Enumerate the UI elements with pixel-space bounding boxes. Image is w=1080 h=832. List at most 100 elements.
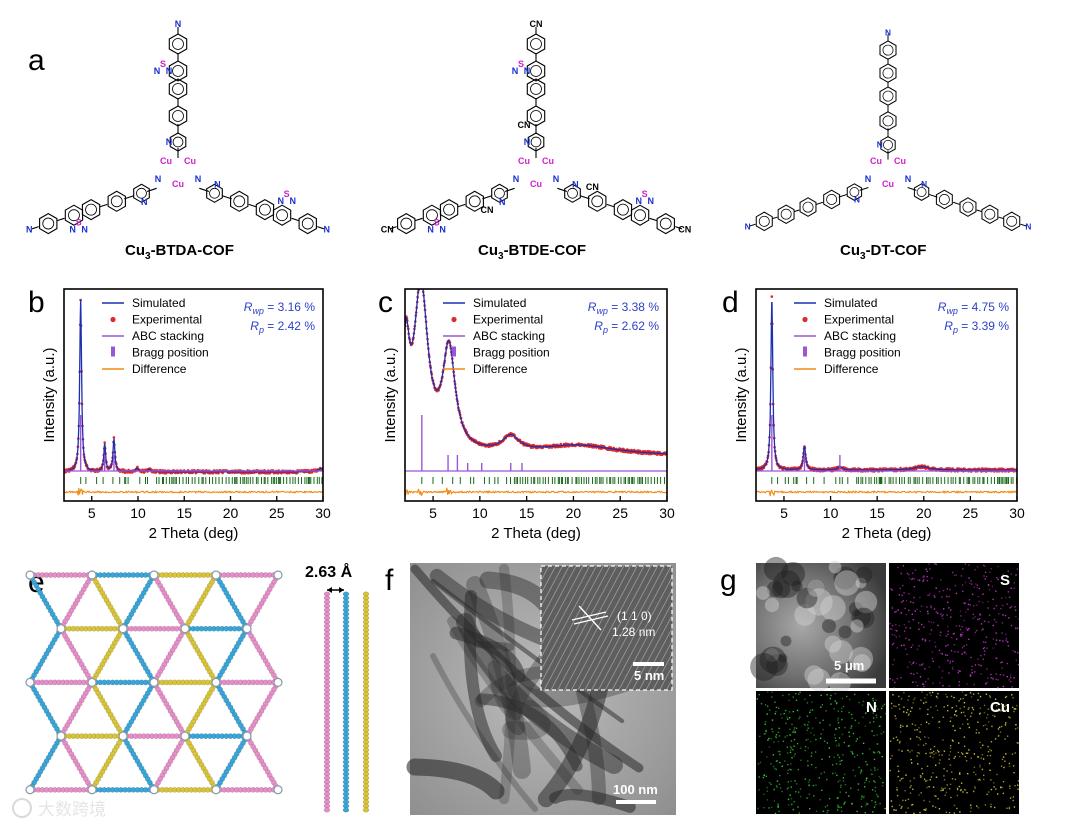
eds-dot: [950, 716, 952, 719]
eds-dot: [815, 717, 817, 719]
eds-dot: [876, 708, 879, 710]
eds-dot: [951, 666, 954, 669]
eds-dot: [987, 677, 989, 679]
eds-dot: [968, 599, 971, 601]
eds-dot: [883, 703, 886, 706]
eds-dot: [919, 664, 921, 666]
eds-dot: [947, 630, 949, 632]
eds-dot: [822, 728, 824, 731]
benzene-ring: [133, 183, 150, 203]
eds-dot: [997, 728, 1000, 730]
eds-dot: [793, 729, 795, 731]
eds-dot: [922, 663, 924, 665]
eds-dot: [962, 590, 964, 593]
eds-dot: [1005, 704, 1007, 706]
stack-bead: [362, 807, 370, 813]
eds-dot: [984, 804, 987, 806]
legend-bragg-position: Bragg position: [473, 346, 550, 360]
eds-dot: [987, 708, 990, 710]
eds-dot: [819, 799, 821, 801]
eds-dot: [1002, 640, 1004, 642]
eds-dot: [864, 725, 866, 727]
eds-dot: [900, 644, 903, 647]
y-axis-title: Intensity (a.u.): [733, 347, 750, 442]
eds-dot: [967, 773, 969, 775]
eds-dot: [771, 728, 773, 730]
y-axis-title: Intensity (a.u.): [41, 347, 58, 442]
stack-bead: [362, 627, 370, 633]
stack-bead: [342, 711, 350, 717]
svg-text:Cu3-BTDA-COF: Cu3-BTDA-COF: [125, 242, 234, 262]
eds-dot: [955, 592, 958, 595]
eds-dot: [763, 807, 765, 809]
benzene-ring: [168, 105, 188, 127]
eds-dot: [921, 623, 923, 626]
eds-dot: [939, 759, 941, 761]
eds-dot: [837, 797, 839, 799]
atom-label: N: [81, 224, 88, 234]
eds-dot: [956, 807, 958, 810]
eds-dot: [930, 605, 932, 607]
simulated-line: [405, 289, 667, 455]
eds-dot: [903, 706, 905, 708]
eds-dot: [818, 777, 820, 779]
cof-name-btda-sub: 3: [145, 251, 151, 262]
eds-dot: [905, 711, 908, 714]
eds-dot: [939, 652, 942, 655]
eds-dot: [793, 801, 795, 803]
sem-particle: [807, 668, 831, 692]
eds-dot: [994, 806, 996, 809]
eds-dot: [898, 635, 901, 637]
eds-dot: [1010, 605, 1013, 608]
eds-dot: [774, 701, 776, 703]
eds-dot: [834, 737, 836, 739]
cof-name-dt-base: Cu: [840, 242, 860, 259]
eds-dot: [922, 576, 924, 578]
eds-dot: [913, 596, 915, 599]
eds-dot: [965, 694, 968, 696]
stack-bead: [323, 603, 331, 609]
eds-dot: [919, 708, 921, 710]
eds-dot: [779, 750, 781, 753]
sem-particle: [763, 556, 789, 582]
stack-bead: [323, 791, 331, 797]
eds-dot: [777, 806, 779, 808]
svg-text:Cu3-DT-COF: Cu3-DT-COF: [840, 242, 926, 262]
eds-dot: [820, 694, 822, 697]
sem-scale-label: 5 μm: [834, 658, 864, 673]
eds-dot: [787, 718, 789, 720]
eds-dot: [924, 681, 927, 683]
stack-bead: [362, 727, 370, 733]
eds-dot: [958, 670, 960, 672]
eds-dot: [790, 797, 793, 800]
eds-dot: [865, 712, 867, 714]
stack-bead: [362, 691, 370, 697]
eds-dot: [762, 776, 764, 779]
stack-bead: [323, 787, 331, 793]
eds-dot: [905, 637, 907, 639]
atom-label: N: [499, 197, 506, 207]
eds-dot: [865, 777, 868, 779]
eds-dot: [889, 628, 891, 630]
sem-particle: [766, 580, 784, 598]
eds-dot: [813, 795, 815, 797]
sem-particle: [778, 653, 788, 663]
eds-dot: [928, 620, 930, 623]
eds-dot: [768, 807, 770, 809]
eds-dot: [941, 677, 943, 679]
sem-particle: [848, 646, 874, 672]
eds-dot: [971, 669, 973, 671]
watermark-logo-icon: [12, 798, 32, 818]
eds-dot: [872, 700, 874, 702]
eds-dot: [913, 777, 915, 779]
nanosheet: [473, 640, 515, 652]
sem-particle: [806, 578, 826, 598]
eds-dot: [897, 775, 899, 778]
eds-dot: [955, 705, 958, 707]
eds-dot: [790, 780, 792, 782]
eds-dot: [999, 731, 1002, 733]
benzene-ring: [913, 183, 930, 201]
eds-dot: [889, 758, 892, 760]
stack-bead: [362, 659, 370, 665]
eds-dot: [932, 660, 934, 662]
